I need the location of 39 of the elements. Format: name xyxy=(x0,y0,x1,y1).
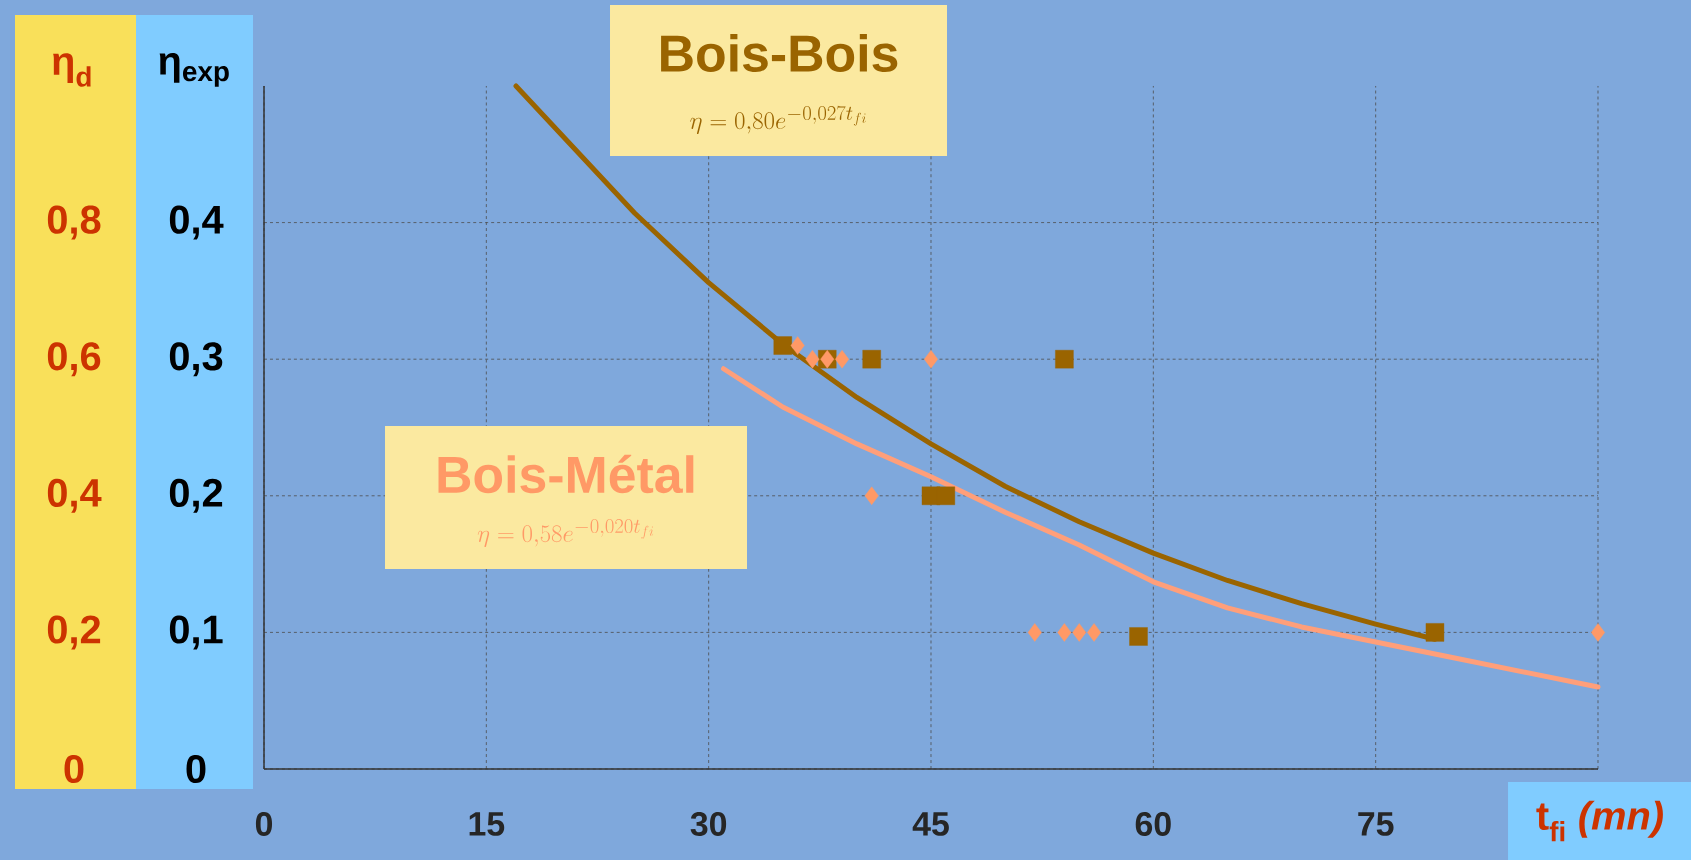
point xyxy=(1425,623,1445,642)
y2-tick-label: 0,6 xyxy=(47,342,101,377)
y-axis-title: η$_{exp}$ xyxy=(159,53,229,87)
y2-tick-label: 0,2 xyxy=(47,615,101,650)
x-axis-title: t$_{fi}$ (mn) xyxy=(1536,800,1663,842)
y2-axis-title: η$_{d}$ xyxy=(53,53,91,87)
y-tick-label: 0 xyxy=(186,754,206,784)
x-tick-label: 15 xyxy=(469,812,505,836)
x-tick-label: 75 xyxy=(1358,812,1394,836)
x-tick-label: 0 xyxy=(255,812,273,836)
y2-tick-label: 0 xyxy=(64,754,84,784)
point xyxy=(862,349,881,369)
point xyxy=(790,336,805,355)
point xyxy=(1591,623,1605,642)
y2-tick-label: 0,4 xyxy=(47,478,102,513)
point xyxy=(773,336,792,355)
point xyxy=(1057,623,1072,642)
text: Bois-Bois xyxy=(661,33,898,73)
x-tick-label: 30 xyxy=(690,811,727,837)
annotation: $\eta = 0{,}58e^{-0{,}020t_{fi}}$ xyxy=(477,519,654,548)
point xyxy=(1129,627,1148,646)
text: Bois-Métal xyxy=(438,454,694,494)
point xyxy=(1072,623,1087,642)
y-tick-label: 0,3 xyxy=(169,342,223,377)
y-tick-label: 0,4 xyxy=(169,205,224,240)
point xyxy=(936,486,956,505)
point xyxy=(864,486,879,505)
point xyxy=(1027,623,1042,642)
point xyxy=(924,349,938,369)
y-tick-label: 0,2 xyxy=(169,478,223,513)
x-tick-label: 45 xyxy=(912,812,949,836)
point xyxy=(1055,349,1074,369)
point xyxy=(805,349,820,369)
x-tick-label: 60 xyxy=(1135,812,1171,836)
y-tick-label: 0,1 xyxy=(169,615,223,650)
point xyxy=(1087,623,1101,642)
y2-tick-label: 0,8 xyxy=(47,205,101,240)
annotation: $\eta = 0{,}80e^{-0{,}027t_{fi}}$ xyxy=(690,105,866,135)
point xyxy=(835,349,850,369)
